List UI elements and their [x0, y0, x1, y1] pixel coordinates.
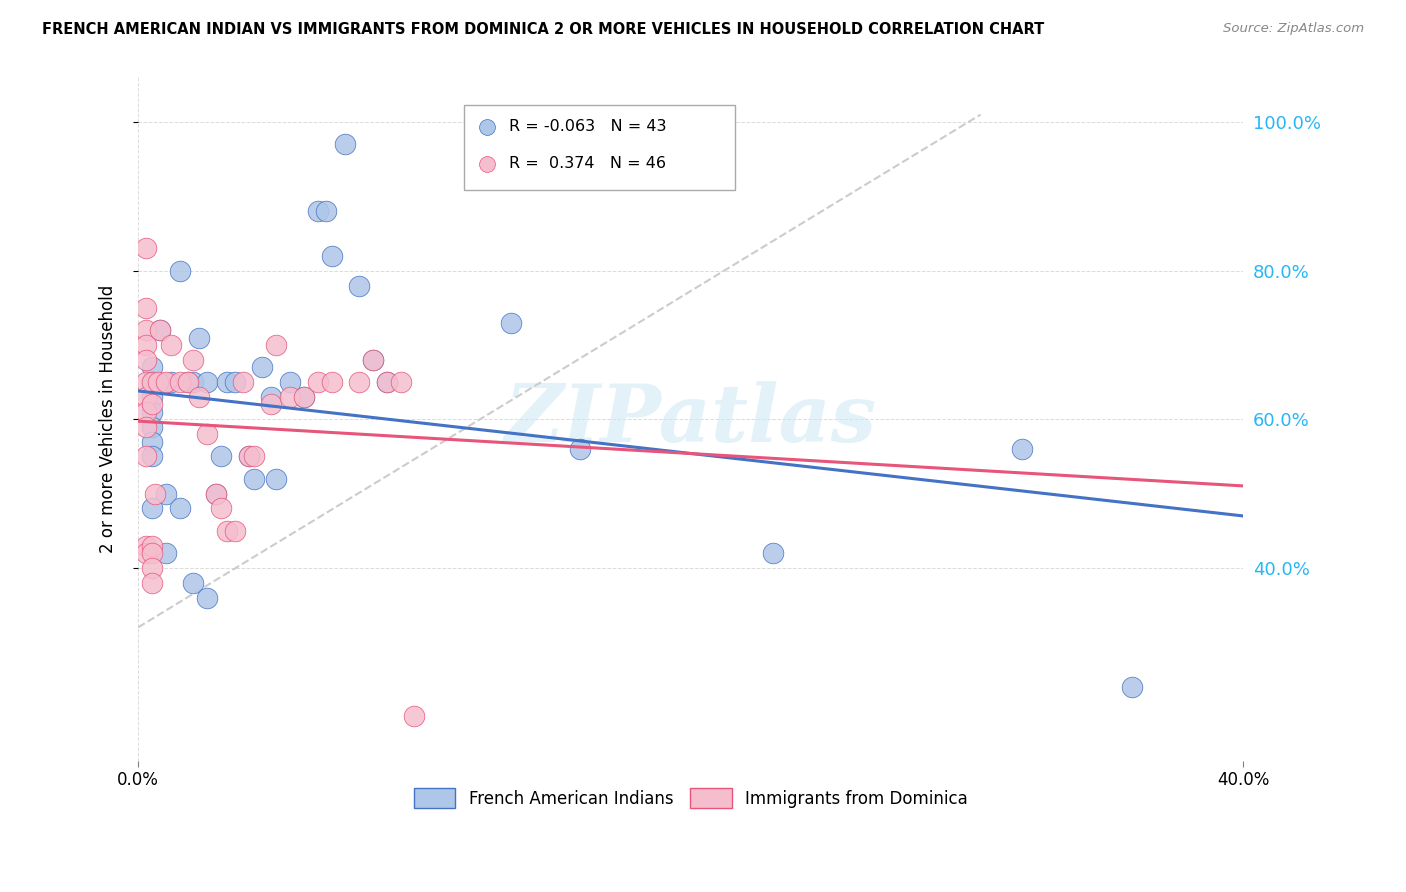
Point [361, 352, 384, 367]
Point [135, 390, 157, 404]
Point [149, 323, 172, 337]
Point [135, 450, 157, 464]
Point [160, 375, 183, 389]
Point [188, 390, 211, 404]
Point [143, 486, 166, 500]
Point [224, 524, 246, 538]
Point [209, 501, 232, 516]
Point [183, 375, 205, 389]
Point [135, 546, 157, 560]
Point [762, 546, 785, 560]
Point [260, 390, 283, 404]
Point [149, 323, 172, 337]
Point [141, 450, 163, 464]
Point [389, 375, 412, 389]
Point [215, 375, 238, 389]
Point [292, 390, 315, 404]
Point [169, 375, 191, 389]
Point [224, 375, 246, 389]
Point [135, 323, 157, 337]
Point [177, 375, 200, 389]
Point [243, 450, 266, 464]
Point [266, 338, 288, 352]
Point [135, 419, 157, 434]
Point [155, 486, 177, 500]
Point [141, 546, 163, 560]
Point [260, 397, 283, 411]
Point [183, 352, 205, 367]
Y-axis label: 2 or more Vehicles in Household: 2 or more Vehicles in Household [100, 285, 117, 553]
Point [135, 301, 157, 315]
Point [321, 249, 343, 263]
Point [238, 450, 260, 464]
Point [361, 352, 384, 367]
Point [141, 360, 163, 375]
Point [404, 709, 426, 723]
Point [155, 375, 177, 389]
Text: ZIPatlas: ZIPatlas [505, 381, 877, 458]
Text: FRENCH AMERICAN INDIAN VS IMMIGRANTS FROM DOMINICA 2 OR MORE VEHICLES IN HOUSEHO: FRENCH AMERICAN INDIAN VS IMMIGRANTS FRO… [42, 22, 1045, 37]
Point [141, 405, 163, 419]
Point [169, 501, 191, 516]
Point [195, 427, 218, 442]
Point [375, 375, 398, 389]
Point [183, 575, 205, 590]
Point [1121, 680, 1143, 694]
Point [307, 375, 329, 389]
Point [1000, 210, 1022, 224]
Point [135, 352, 157, 367]
Point [307, 204, 329, 219]
Text: Source: ZipAtlas.com: Source: ZipAtlas.com [1223, 22, 1364, 36]
Point [141, 501, 163, 516]
Point [569, 442, 592, 456]
Point [266, 472, 288, 486]
Point [141, 397, 163, 411]
Point [347, 375, 370, 389]
Point [135, 405, 157, 419]
Point [135, 338, 157, 352]
Point [195, 591, 218, 605]
Point [347, 278, 370, 293]
Point [155, 546, 177, 560]
Legend: French American Indians, Immigrants from Dominica: French American Indians, Immigrants from… [406, 781, 974, 814]
Point [209, 450, 232, 464]
Point [195, 375, 218, 389]
Point [315, 204, 337, 219]
Point [141, 375, 163, 389]
Point [141, 390, 163, 404]
Point [141, 561, 163, 575]
Point [141, 434, 163, 449]
Point [135, 241, 157, 255]
Point [238, 450, 260, 464]
Point [1011, 442, 1033, 456]
Point [141, 575, 163, 590]
Point [177, 375, 200, 389]
Point [335, 137, 357, 152]
Point [321, 375, 343, 389]
Point [243, 472, 266, 486]
Point [135, 539, 157, 553]
Point [141, 539, 163, 553]
Text: R =  0.374   N = 46: R = 0.374 N = 46 [509, 156, 666, 171]
Point [204, 486, 226, 500]
Point [141, 375, 163, 389]
Point [252, 360, 274, 375]
Point [204, 486, 226, 500]
FancyBboxPatch shape [464, 104, 735, 190]
Text: R = -0.063   N = 43: R = -0.063 N = 43 [509, 120, 666, 134]
Point [169, 263, 191, 277]
Point [278, 390, 301, 404]
Point [215, 524, 238, 538]
Point [499, 316, 522, 330]
Point [1000, 169, 1022, 184]
Point [375, 375, 398, 389]
Point [292, 390, 315, 404]
Point [232, 375, 254, 389]
Point [135, 375, 157, 389]
Point [188, 330, 211, 344]
Point [146, 375, 169, 389]
Point [278, 375, 301, 389]
Point [160, 338, 183, 352]
Point [141, 419, 163, 434]
